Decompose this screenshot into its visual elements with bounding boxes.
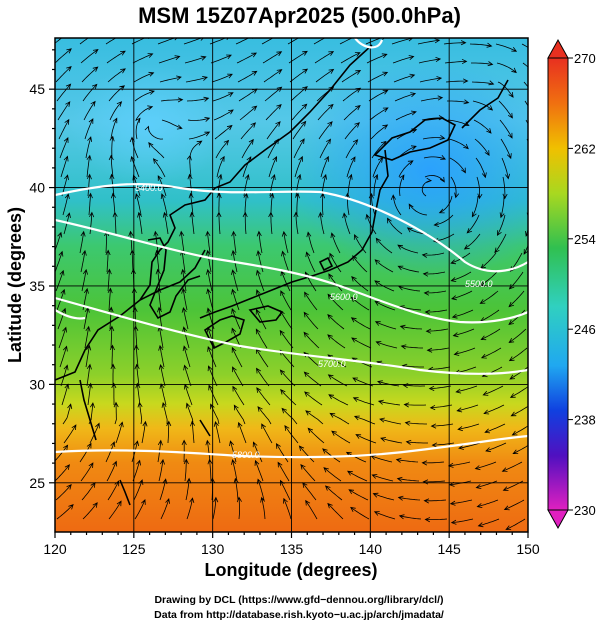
colorbar-tick-label: 246	[574, 322, 596, 337]
colorbar-tick-label: 254	[574, 232, 596, 247]
contour-label-5700: 5700.0	[318, 359, 346, 369]
colorbar-top-arrow	[547, 38, 569, 59]
x-tick-label: 140	[359, 541, 383, 557]
x-axis-label: Longitude (degrees)	[204, 560, 377, 580]
height-contours	[55, 38, 528, 459]
contour-label-5600: 5600.0	[330, 292, 358, 302]
x-tick-label: 135	[280, 541, 304, 557]
credit-dcl: Drawing by DCL (https://www.gfd−dennou.o…	[154, 594, 443, 606]
contour-label-5500: 5500.0	[465, 279, 493, 289]
credit-data-source: Data from http://database.rish.kyoto−u.a…	[154, 609, 444, 621]
contour-labels: 5400.0 5500.0 5600.0 5700.0 5800.0	[135, 183, 493, 460]
y-tick-label: 35	[29, 278, 45, 294]
streamlines	[55, 38, 528, 530]
map-title: MSM 15Z07Apr2025 (500.0hPa)	[138, 3, 461, 28]
contour-label-5800: 5800.0	[232, 450, 260, 460]
colorbar-tick-label: 262	[574, 141, 596, 156]
y-tick-label: 30	[29, 376, 45, 392]
map-grid	[55, 38, 528, 532]
colorbar-tick-label: 238	[574, 413, 596, 428]
coastlines	[55, 44, 509, 506]
colorbar-bottom-arrow	[547, 509, 569, 530]
x-tick-label: 150	[516, 541, 540, 557]
y-tick-label: 40	[29, 180, 45, 196]
axis-ticks	[49, 49, 529, 538]
x-tick-labels: 120 125 130 135 140 145 150	[43, 541, 540, 557]
x-tick-label: 145	[437, 541, 461, 557]
streamline-arrows	[55, 38, 528, 530]
x-tick-label: 125	[122, 541, 146, 557]
y-tick-label: 25	[29, 475, 45, 491]
y-tick-labels: 25 30 35 40 45	[29, 81, 45, 491]
colorbar	[547, 38, 573, 530]
x-tick-label: 130	[201, 541, 225, 557]
y-tick-label: 45	[29, 81, 45, 97]
colorbar-tick-label: 270	[574, 51, 596, 66]
contour-label-5400: 5400.0	[135, 183, 163, 193]
y-axis-label: Latitude (degrees)	[5, 207, 25, 363]
colorbar-tick-label: 230	[574, 503, 596, 518]
colorbar-body	[547, 57, 569, 511]
colorbar-labels: 270 262 254 246 238 230	[574, 51, 596, 518]
x-tick-label: 120	[43, 541, 67, 557]
